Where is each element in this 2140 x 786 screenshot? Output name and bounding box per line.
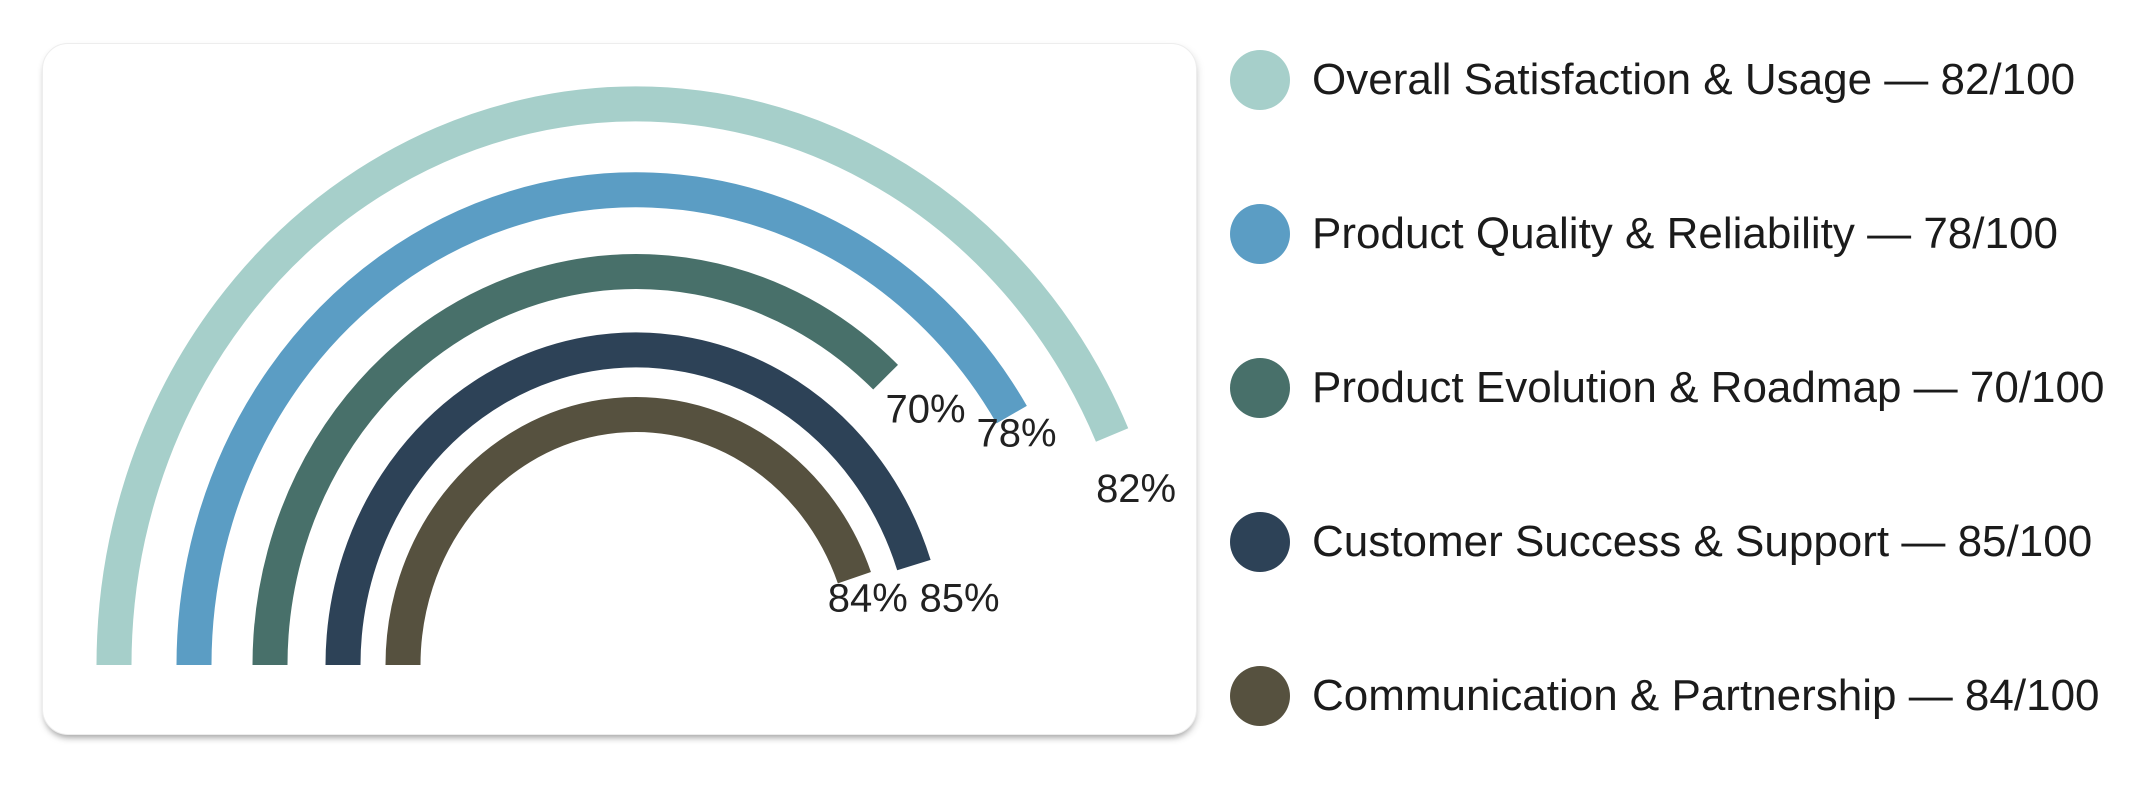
arc-value-label: 82%: [1096, 467, 1176, 511]
gauge-arc-1: [176, 172, 1027, 666]
arc-value-label: 70%: [885, 388, 965, 432]
chart-card: 82% 78% 70% 85% 84%: [42, 43, 1197, 735]
arc-value-label: 84%: [828, 577, 908, 621]
arc-value-label: 78%: [976, 411, 1056, 455]
gauge-arc-2: [252, 254, 898, 666]
chart-legend: Overall Satisfaction & Usage — 82/100 Pr…: [1230, 50, 2104, 726]
legend-label: Communication & Partnership — 84/100: [1312, 671, 2100, 720]
legend-label: Product Quality & Reliability — 78/100: [1312, 209, 2058, 258]
legend-swatch: [1230, 512, 1290, 572]
gauge-arcs-group: 82% 78%70% 85%84%: [96, 86, 1176, 666]
legend-item: Overall Satisfaction & Usage — 82/100: [1230, 50, 2104, 110]
legend-label: Product Evolution & Roadmap — 70/100: [1312, 363, 2105, 412]
legend-item: Customer Success & Support — 85/100: [1230, 512, 2104, 572]
legend-swatch: [1230, 204, 1290, 264]
legend-swatch: [1230, 50, 1290, 110]
legend-swatch: [1230, 666, 1290, 726]
legend-item: Product Evolution & Roadmap — 70/100: [1230, 358, 2104, 418]
legend-swatch: [1230, 358, 1290, 418]
gauge-arc-0: [96, 86, 1129, 666]
gauge-arc-4: [385, 396, 871, 666]
gauge-arc-3: [325, 332, 931, 666]
legend-item: Communication & Partnership — 84/100: [1230, 666, 2104, 726]
gauge-svg: 82% 78%70% 85%84%: [96, 86, 1176, 666]
legend-item: Product Quality & Reliability — 78/100: [1230, 204, 2104, 264]
legend-label: Customer Success & Support — 85/100: [1312, 517, 2093, 566]
arc-value-label: 85%: [919, 577, 999, 621]
legend-label: Overall Satisfaction & Usage — 82/100: [1312, 55, 2076, 104]
